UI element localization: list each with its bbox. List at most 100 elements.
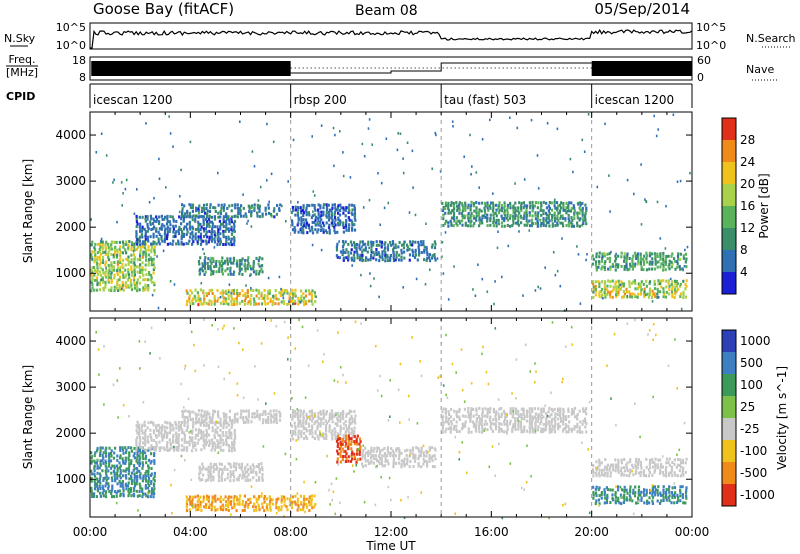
echo-cell [125,285,128,289]
echo-cell [196,503,200,507]
echo-cell [99,242,102,246]
echo-cell [230,303,233,307]
echo-cell [455,424,458,428]
echo-cell [523,488,526,491]
echo-cell [679,494,682,498]
echo-cell [500,206,503,210]
echo-cell [130,476,133,480]
echo-cell [557,204,560,208]
echo-cell [122,489,125,493]
echo-cell [94,487,97,491]
echo-cell [617,496,620,500]
echo-cell [682,254,685,258]
echo-cell [296,223,299,227]
echo-cell [142,250,145,254]
echo-cell [394,243,397,247]
echo-cell [102,461,105,465]
echo-cell [568,219,571,223]
echo-cell [537,285,539,289]
echo-cell [102,494,105,498]
echo-cell [260,267,263,271]
echo-cell [355,440,358,444]
echo-cell [153,281,156,285]
echo-cell [107,469,110,473]
echo-cell [597,265,600,269]
echo-cell [240,262,243,266]
echo-cell [556,269,559,273]
echo-cell [308,500,311,504]
echo-cell [311,220,314,224]
echo-cell [536,219,539,223]
echo-cell [189,206,192,210]
echo-cell [245,284,247,287]
echo-cell [536,206,539,210]
echo-cell [486,422,489,426]
echo-cell [183,225,186,229]
echo-cell [297,420,300,423]
echo-cell [673,482,676,485]
echo-cell [342,409,345,413]
echo-cell [425,258,428,262]
echo-cell [251,412,254,416]
echo-cell [628,257,631,260]
echo-cell [447,422,450,426]
echo-cell [291,228,295,232]
echo-cell [316,216,320,220]
echo-cell [205,242,208,246]
echo-cell [211,444,214,448]
echo-cell [173,283,176,286]
echo-cell [328,231,331,235]
echo-cell [119,469,122,472]
echo-cell [147,435,150,439]
echo-cell [105,490,108,494]
echo-cell [196,291,199,295]
echo-cell [313,291,316,295]
echo-cell [603,468,606,472]
echo-cell [578,425,581,429]
echo-cell [508,422,511,426]
echo-cell [584,214,587,218]
echo-cell [433,454,436,457]
echo-cell [219,434,222,438]
echo-cell [130,268,133,272]
echo-cell [255,256,258,260]
echo-cell [198,262,201,266]
echo-cell [305,505,309,509]
echo-cell [97,348,100,351]
echo-cell [645,491,648,495]
echo-cell [125,242,128,246]
echo-cell [228,290,230,294]
echo-cell [520,221,523,225]
echo-cell [294,288,297,292]
echo-cell [196,494,199,498]
echo-cell [665,474,668,478]
echo-cell [334,435,337,439]
echo-cell [411,240,414,244]
echo-cell [676,265,679,269]
echo-cell [132,492,135,496]
echo-cell [139,248,142,252]
echo-cell [230,449,233,453]
echo-cell [130,258,133,262]
echo-cell [416,258,419,262]
echo-cell [161,435,164,439]
echo-cell [684,295,687,299]
echo-cell [511,415,514,419]
echo-cell [112,255,115,259]
echo-cell [199,267,202,271]
echo-cell [207,470,210,474]
echo-cell [153,461,156,465]
echo-cell [132,276,136,280]
echo-cell [335,248,339,252]
echo-cell [217,433,220,437]
echo-cell [653,282,656,286]
echo-cell [601,255,604,259]
echo-cell [187,242,190,246]
echo-cell [205,291,208,295]
echo-cell [347,226,351,230]
echo-cell [238,292,241,295]
echo-cell [473,209,476,213]
echo-cell [351,434,354,438]
echo-cell [547,422,550,426]
echo-cell [450,420,453,423]
